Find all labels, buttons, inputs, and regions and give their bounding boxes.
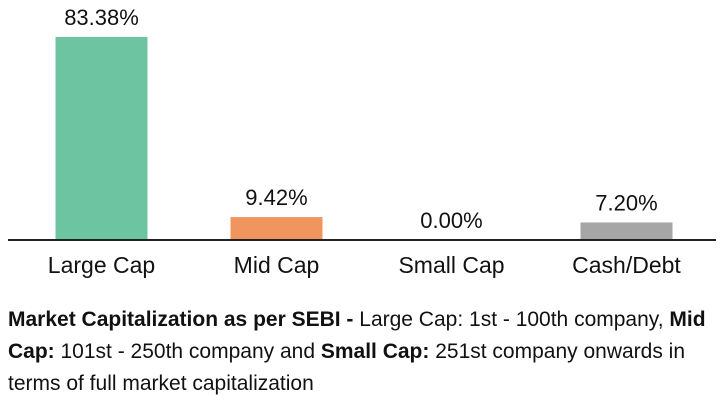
footnote-segment: 101st - 250th company and	[54, 340, 321, 363]
bar	[55, 36, 148, 240]
footnote-segment: 251st company onwards in terms of full m…	[8, 340, 686, 395]
x-tick-label: Small Cap	[398, 252, 504, 278]
value-label: 7.20%	[595, 190, 657, 215]
x-tick-label: Mid Cap	[234, 252, 320, 278]
footnote: Market Capitalization as per SEBI - Larg…	[8, 304, 720, 400]
value-label: 0.00%	[420, 208, 482, 233]
value-label: 9.42%	[245, 185, 307, 210]
footnote-segment: Large Cap	[359, 308, 458, 331]
footnote-segment: Market Capitalization as per SEBI -	[8, 308, 360, 331]
footnote-segment: Mid Cap:	[8, 308, 706, 363]
x-tick-label: Cash/Debt	[572, 252, 681, 278]
chart: 83.38% Large Cap 9.42% Mid Cap 0.00% Small Ca…	[8, 5, 716, 278]
footnote-segment: Small Cap:	[320, 340, 430, 363]
bar	[230, 217, 323, 240]
footnote-segment: : 1st - 100th company,	[457, 308, 670, 331]
value-label: 83.38%	[64, 5, 139, 30]
x-tick-label: Large Cap	[48, 252, 155, 278]
bar	[580, 222, 673, 240]
